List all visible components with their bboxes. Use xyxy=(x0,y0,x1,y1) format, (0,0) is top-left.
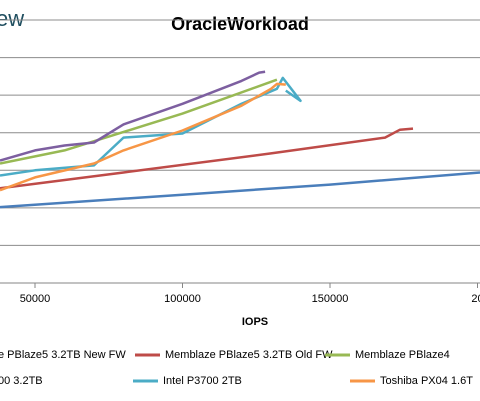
legend-label: Intel P3700 2TB xyxy=(163,375,242,387)
chart-title: OracleWorkload xyxy=(171,14,309,34)
series-line xyxy=(0,82,286,192)
series-line xyxy=(0,70,266,162)
series-line xyxy=(0,171,480,209)
legend-label: Memblaze PBlaze5 3.2TB Old FW xyxy=(165,349,333,361)
legend-label: e PBlaze5 3.2TB New FW xyxy=(0,349,126,361)
header-fragment: ew xyxy=(0,6,24,31)
legend-label: Toshiba PX04 1.6T xyxy=(380,375,473,387)
x-tick-label: 20 xyxy=(471,293,480,305)
legend-label: Memblaze PBlaze4 xyxy=(355,349,450,361)
x-tick-label: 50000 xyxy=(20,293,51,305)
series-line xyxy=(0,76,302,177)
series-line xyxy=(0,78,278,165)
x-tick-label: 100000 xyxy=(164,293,201,305)
x-axis-label: IOPS xyxy=(242,316,268,328)
x-tick-label: 150000 xyxy=(312,293,349,305)
legend-label: 00 3.2TB xyxy=(0,375,43,387)
series-line xyxy=(0,127,414,190)
